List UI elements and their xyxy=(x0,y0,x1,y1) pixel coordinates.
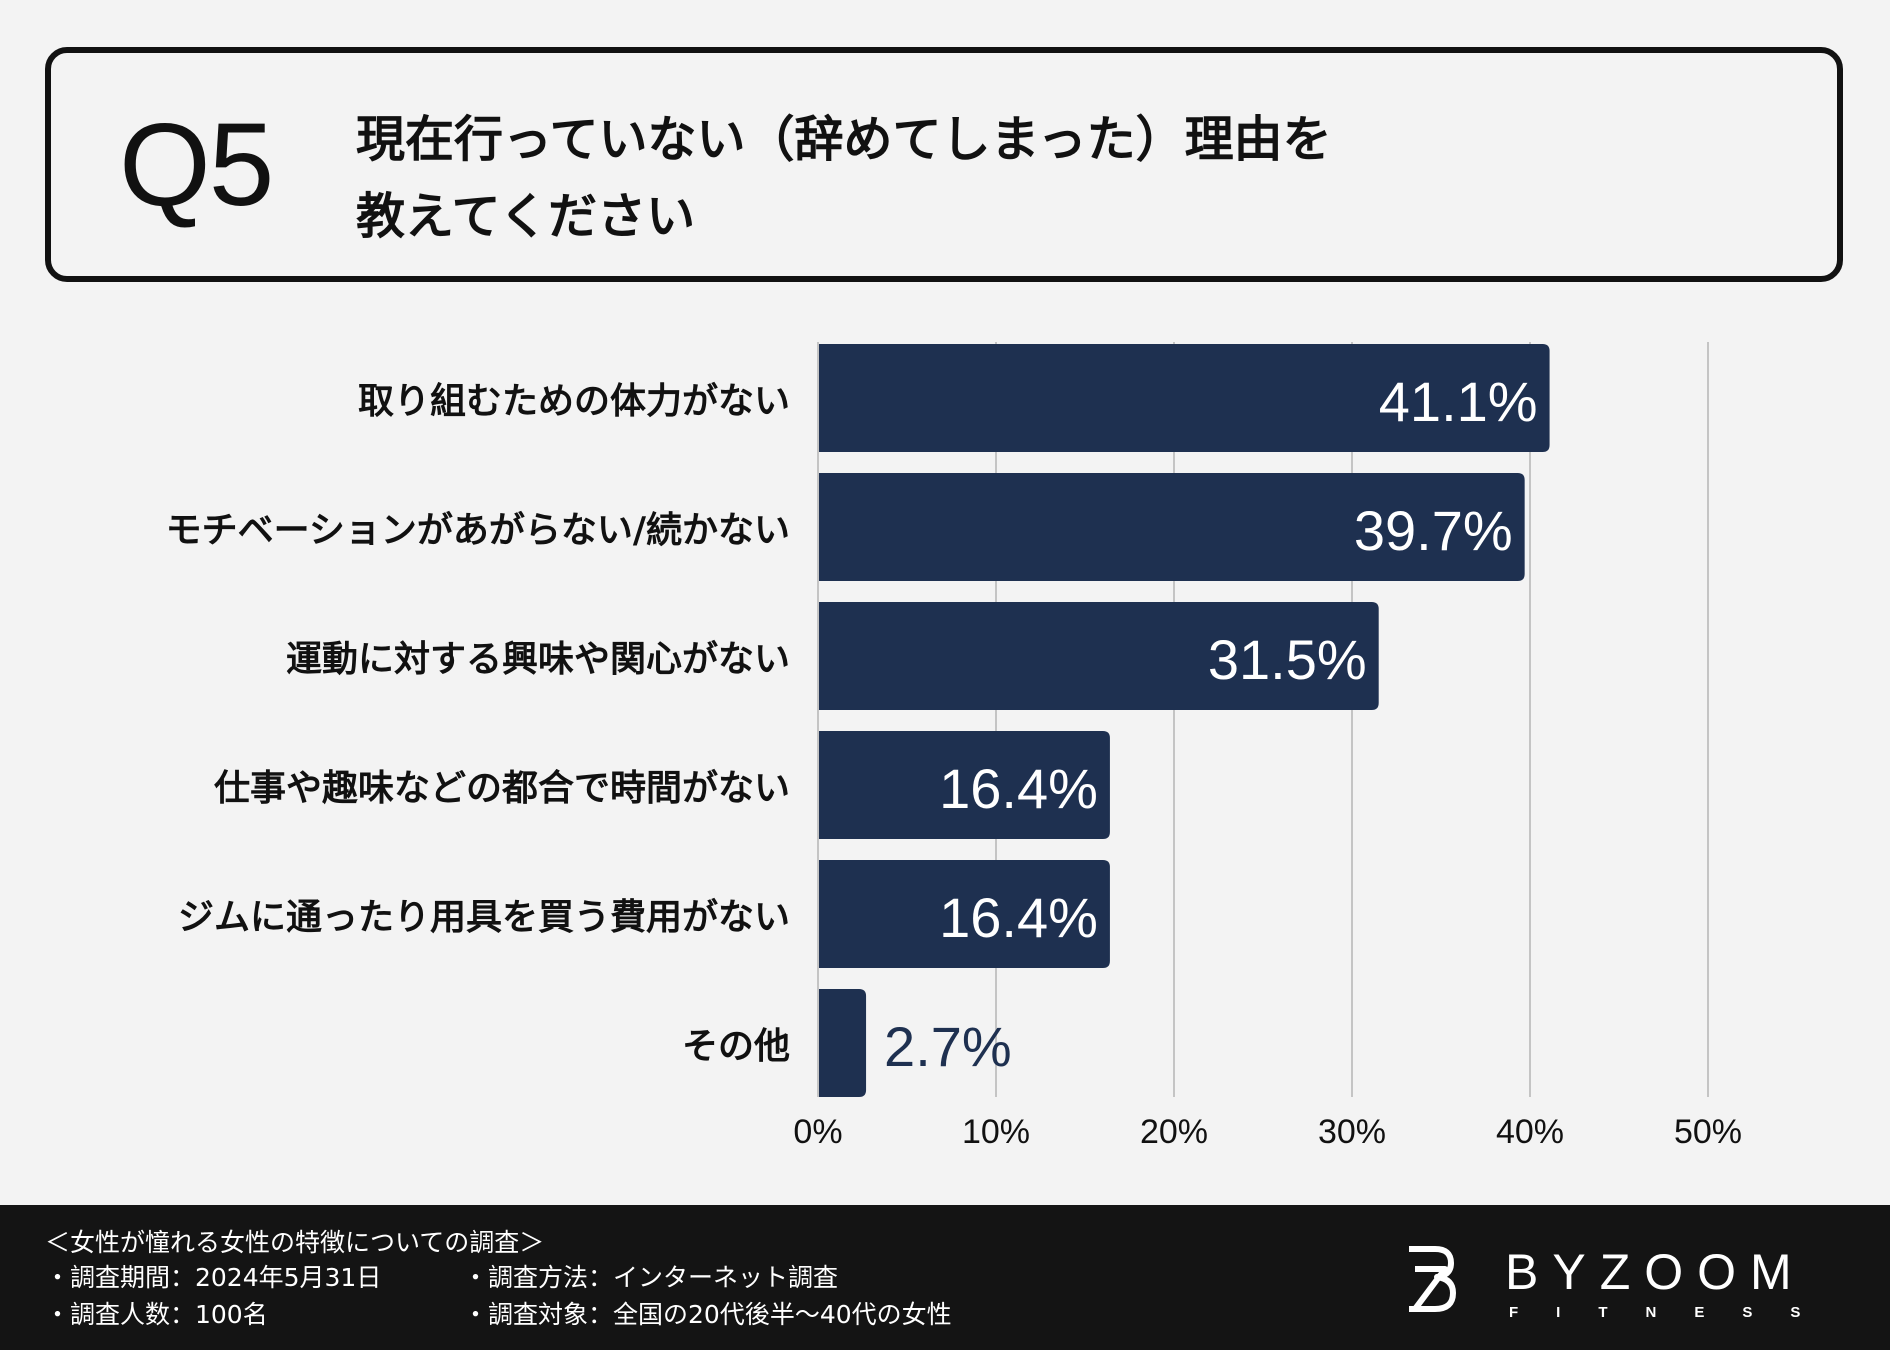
survey-period: ・調査期間：2024年5月31日 xyxy=(45,1263,382,1292)
bar xyxy=(818,473,1525,581)
survey-method: ・調査方法：インターネット調査 xyxy=(463,1263,839,1292)
value-label: 31.5% xyxy=(1208,628,1367,691)
survey-target: ・調査対象：全国の20代後半〜40代の女性 xyxy=(463,1300,952,1329)
value-label: 2.7% xyxy=(884,1015,1012,1078)
question-text: 現在行っていない（辞めてしまった）理由を 教えてください xyxy=(356,101,1332,255)
question-line-2: 教えてください xyxy=(356,188,696,245)
value-label: 16.4% xyxy=(939,886,1098,949)
tick-label: 50% xyxy=(1674,1113,1742,1151)
tick-label: 10% xyxy=(962,1113,1030,1151)
category-label: モチベーションがあがらない/続かない xyxy=(166,510,790,551)
value-label: 16.4% xyxy=(939,757,1098,820)
value-label: 41.1% xyxy=(1379,370,1538,433)
logo-mark-icon xyxy=(1409,1246,1456,1312)
tick-label: 40% xyxy=(1496,1113,1564,1151)
question-box: Q5 現在行っていない（辞めてしまった）理由を 教えてください xyxy=(45,47,1843,282)
category-label: ジムに通ったり用具を買う費用がない xyxy=(178,897,790,938)
tick-label: 20% xyxy=(1140,1113,1208,1151)
survey-title: ＜女性が憧れる女性の特徴についての調査＞ xyxy=(45,1228,545,1257)
question-number: Q5 xyxy=(119,99,274,231)
bar xyxy=(818,731,1110,839)
category-label: 仕事や趣味などの都合で時間がない xyxy=(214,768,790,809)
question-line-1: 現在行っていない（辞めてしまった）理由を xyxy=(356,111,1332,168)
bar xyxy=(818,989,867,1097)
brand-name: BYZOOM xyxy=(1505,1244,1806,1300)
bar xyxy=(818,602,1379,710)
bar-chart: 取り組むための体力がない 41.1% モチベーションがあがらない/続かない 39.7%… xyxy=(166,342,1742,1151)
bar xyxy=(818,860,1110,968)
tick-label: 30% xyxy=(1318,1113,1386,1151)
footer: ＜女性が憧れる女性の特徴についての調査＞ ・調査期間：2024年5月31日 ・調… xyxy=(0,1205,1890,1350)
tick-label: 0% xyxy=(793,1113,842,1151)
category-label: 運動に対する興味や関心がない xyxy=(286,639,790,680)
value-label: 39.7% xyxy=(1354,499,1513,562)
category-label: 取り組むための体力がない xyxy=(358,381,790,422)
category-label: その他 xyxy=(682,1026,790,1067)
brand-sub: FITNESS xyxy=(1509,1304,1838,1321)
bar xyxy=(818,344,1550,452)
brand-logo: BYZOOM FITNESS xyxy=(1409,1244,1838,1321)
survey-sample: ・調査人数：100名 xyxy=(45,1300,268,1329)
